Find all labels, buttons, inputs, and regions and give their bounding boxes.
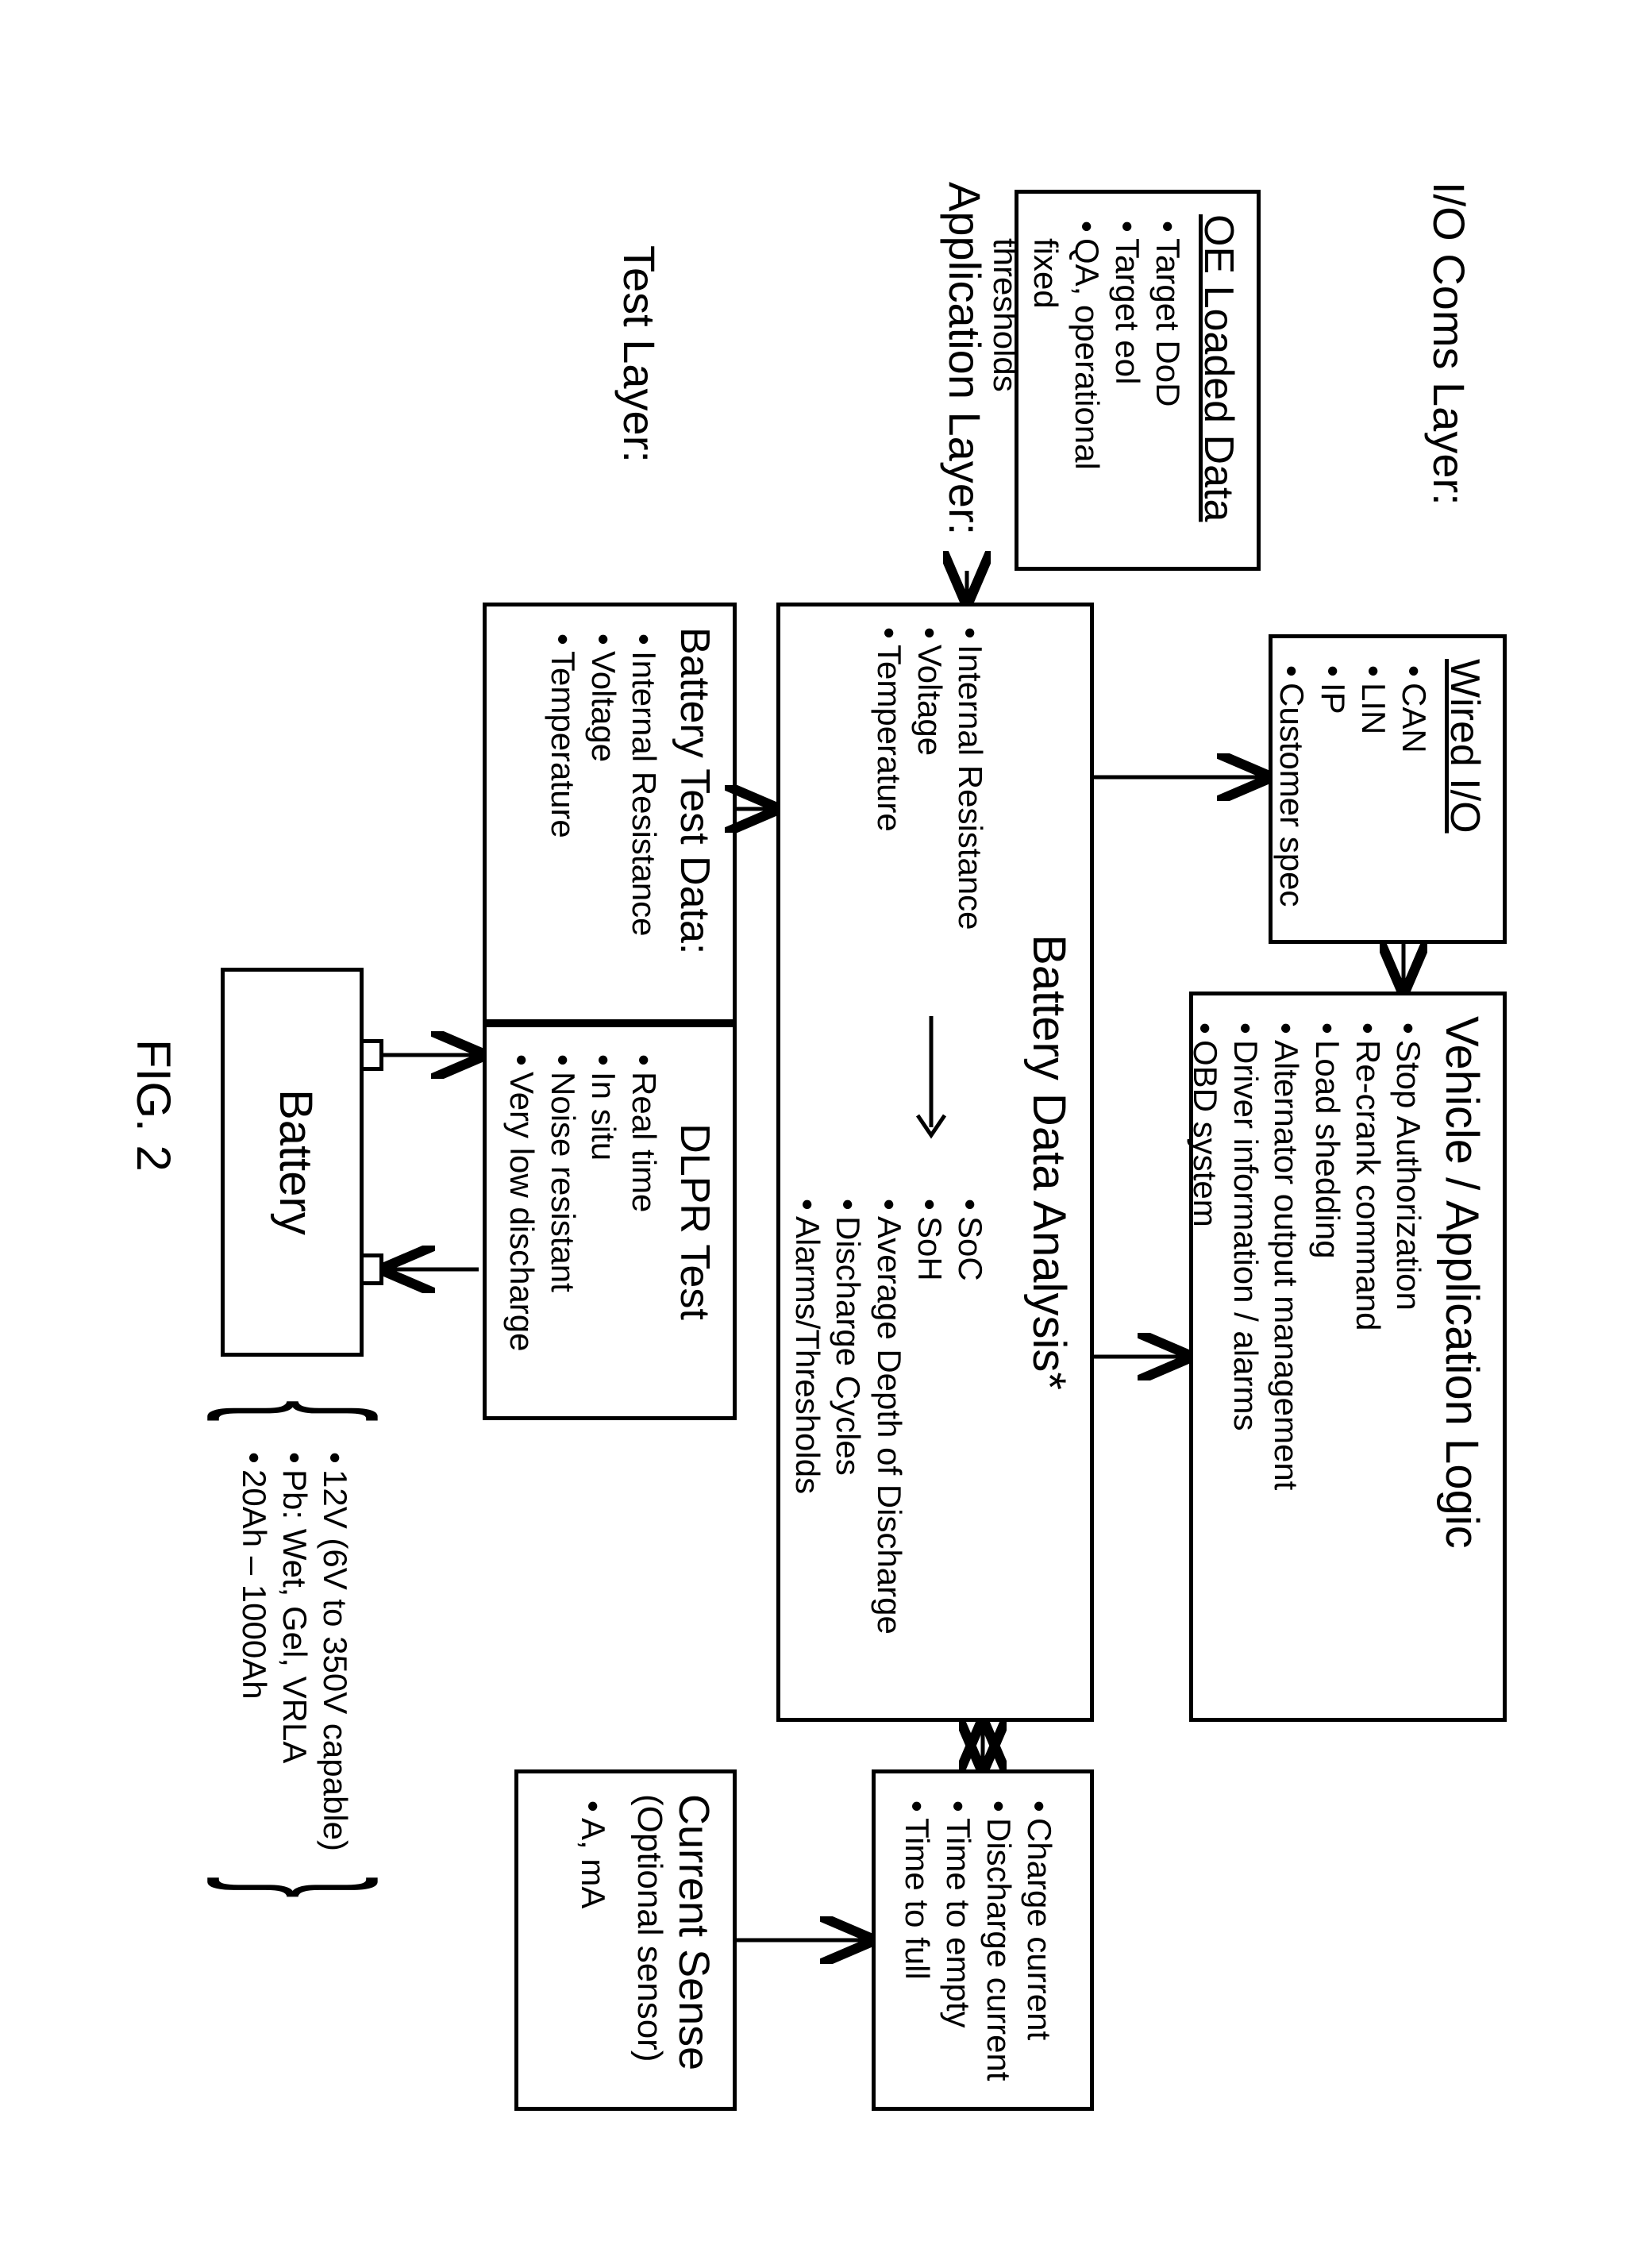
vehicle-title: Vehicle / Application Logic xyxy=(1435,1016,1488,1697)
analysis-left-items: Internal Resistance Voltage Temperature xyxy=(868,627,991,961)
oe-item: QA, operational fixed thresholds xyxy=(985,221,1107,546)
battery-specs: { 12V (6V to 350V capable) Pb: Wet, Gel,… xyxy=(233,1428,356,1904)
analysis-right-items: SoC SoH Average Depth of Discharge Disch… xyxy=(787,1199,991,1697)
dlpr-item: Noise resistant xyxy=(542,1054,583,1396)
brace-right-icon: } xyxy=(217,1876,399,1897)
sense-item: A, mA xyxy=(573,1800,614,2086)
analysis-title: Battery Data Analysis* xyxy=(1022,627,1076,1697)
vehicle-item: OBD system xyxy=(1185,1022,1226,1697)
wired-io-box: Wired I/O CAN LIN IP Customer spec xyxy=(1269,634,1507,944)
dlpr-items: Real time In situ Noise resistant Very l… xyxy=(502,1054,664,1396)
battery-test-data-box: Battery Test Data: Internal Resistance V… xyxy=(483,603,737,1023)
testdata-item: Temperature xyxy=(542,633,583,999)
layer-label-io: I/O Coms Layer: xyxy=(1423,182,1475,506)
battery-analysis-box: Battery Data Analysis* Internal Resistan… xyxy=(776,603,1094,1722)
vehicle-item: Load shedding xyxy=(1307,1022,1347,1697)
vehicle-item: Alternator output management xyxy=(1266,1022,1307,1697)
charge-items: Charge current Discharge current Time to… xyxy=(897,1800,1060,2086)
sense-items: A, mA xyxy=(573,1800,614,2086)
dlpr-item: Real time xyxy=(624,1054,664,1396)
arrow-icon xyxy=(903,1008,959,1151)
battery-terminal-right-icon xyxy=(360,1253,383,1285)
layer-label-app: Application Layer: xyxy=(939,182,991,535)
charge-item: Charge current xyxy=(1019,1800,1060,2086)
testdata-items: Internal Resistance Voltage Temperature xyxy=(542,633,664,999)
charge-item: Time to full xyxy=(897,1800,938,2086)
wired-title: Wired I/O xyxy=(1441,659,1488,919)
charge-item: Discharge current xyxy=(979,1800,1019,2086)
brace-left-icon: { xyxy=(217,1400,399,1421)
battery-spec: Pb: Wet, Gel, VRLA xyxy=(275,1452,315,1904)
oe-items: Target DoD Target eol QA, operational fi… xyxy=(985,221,1188,546)
analysis-left-item: Temperature xyxy=(868,627,909,961)
oe-item: Target eol xyxy=(1107,221,1148,546)
layer-label-test: Test Layer: xyxy=(614,245,665,463)
analysis-left-item: Internal Resistance xyxy=(950,627,991,961)
testdata-title: Battery Test Data: xyxy=(671,627,718,999)
vehicle-item: Re-crank command xyxy=(1348,1022,1388,1697)
dlpr-test-box: DLPR Test Real time In situ Noise resist… xyxy=(483,1023,737,1420)
vehicle-logic-box: Vehicle / Application Logic Stop Authori… xyxy=(1189,992,1507,1722)
current-sense-box: Current Sense (Optional sensor) A, mA xyxy=(514,1769,737,2111)
charge-box: Charge current Discharge current Time to… xyxy=(872,1769,1094,2111)
analysis-right-item: SoC xyxy=(950,1199,991,1697)
oe-item: Target DoD xyxy=(1148,221,1188,546)
sense-sub: (Optional sensor) xyxy=(630,1794,669,2086)
dlpr-item: In situ xyxy=(583,1054,624,1396)
battery-title: Battery xyxy=(270,1089,323,1235)
vehicle-items: Stop Authorization Re-crank command Load… xyxy=(1185,1022,1429,1697)
analysis-left-item: Voltage xyxy=(910,627,950,961)
oe-loaded-data-box: OE Loaded Data Target DoD Target eol QA,… xyxy=(1015,190,1261,571)
battery-box: Battery xyxy=(221,968,364,1357)
analysis-right-item: Discharge Cycles xyxy=(828,1199,868,1697)
vehicle-item: Stop Authorization xyxy=(1388,1022,1429,1697)
analysis-right-item: Average Depth of Discharge xyxy=(868,1199,909,1697)
wired-item: Customer spec xyxy=(1272,665,1312,919)
figure-label: FIG. 2 xyxy=(126,1039,181,1172)
dlpr-item: Very low discharge xyxy=(502,1054,542,1396)
sense-title: Current Sense xyxy=(669,1794,718,2086)
wired-item: CAN xyxy=(1394,665,1434,919)
battery-spec: 20Ah – 1000Ah xyxy=(233,1452,274,1904)
diagram-canvas: I/O Coms Layer: Application Layer: Test … xyxy=(110,142,1538,2127)
wired-items: CAN LIN IP Customer spec xyxy=(1272,665,1434,919)
wired-item: IP xyxy=(1312,665,1353,919)
charge-item: Time to empty xyxy=(938,1800,978,2086)
wired-item: LIN xyxy=(1353,665,1394,919)
dlpr-title: DLPR Test xyxy=(671,1048,718,1396)
testdata-item: Internal Resistance xyxy=(624,633,664,999)
analysis-right-item: Alarms/Thresholds xyxy=(787,1199,828,1697)
battery-terminal-left-icon xyxy=(360,1039,383,1071)
analysis-right-item: SoH xyxy=(910,1199,950,1697)
oe-title: OE Loaded Data xyxy=(1195,214,1242,546)
vehicle-item: Driver information / alarms xyxy=(1226,1022,1266,1697)
testdata-item: Voltage xyxy=(583,633,624,999)
battery-spec: 12V (6V to 350V capable) xyxy=(315,1452,356,1904)
